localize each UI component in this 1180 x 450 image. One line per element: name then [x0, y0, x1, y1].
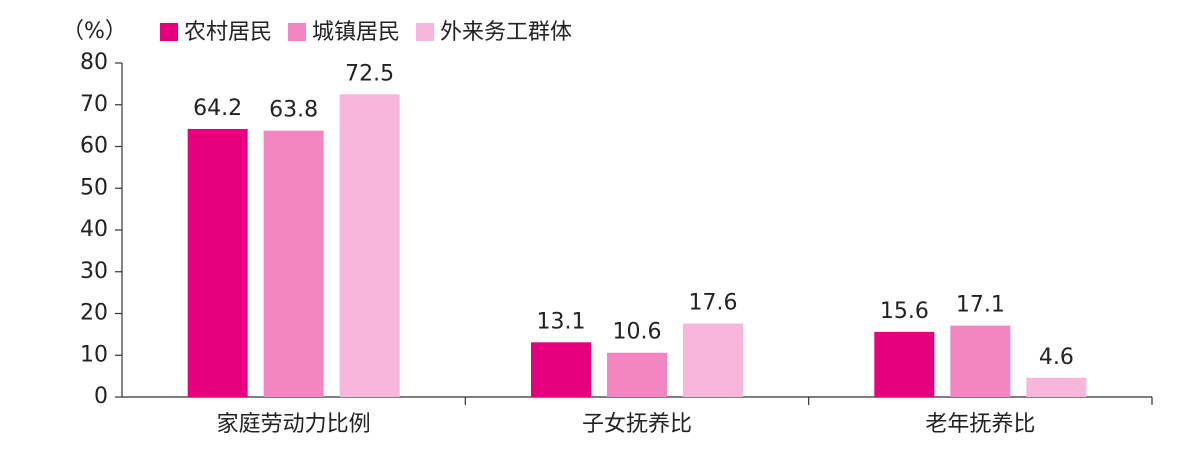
y-tick-label: 30 — [80, 259, 108, 284]
value-label: 4.6 — [1039, 345, 1074, 370]
bar — [339, 94, 400, 397]
bar — [263, 130, 324, 397]
legend-swatch — [416, 23, 435, 41]
legend-label: 农村居民 — [184, 20, 272, 45]
y-tick-label: 20 — [80, 301, 108, 326]
y-tick-label: 60 — [80, 134, 108, 159]
legend-label: 外来务工群体 — [440, 20, 572, 45]
y-axis-label: （%） — [62, 19, 127, 44]
y-tick-label: 0 — [94, 384, 108, 409]
x-tick-label: 老年抚养比 — [925, 412, 1035, 437]
bar — [874, 331, 935, 397]
bar — [607, 352, 667, 397]
legend-swatch — [288, 23, 307, 41]
value-label: 17.1 — [956, 293, 1005, 318]
value-label: 13.1 — [537, 309, 586, 334]
bar — [1026, 377, 1087, 397]
bar — [683, 323, 743, 397]
value-label: 15.6 — [880, 299, 929, 324]
x-tick-label: 家庭劳动力比例 — [217, 412, 371, 437]
bar — [950, 325, 1011, 397]
value-label: 17.6 — [689, 291, 738, 316]
y-tick-label: 10 — [80, 342, 108, 367]
y-tick-label: 40 — [80, 217, 108, 242]
y-tick-label: 80 — [80, 50, 108, 75]
value-label: 63.8 — [269, 98, 318, 123]
value-label: 10.6 — [613, 320, 662, 345]
y-tick-label: 70 — [80, 92, 108, 117]
legend-swatch — [160, 23, 178, 41]
bar — [531, 342, 591, 397]
y-tick-label: 50 — [80, 175, 108, 200]
value-label: 64.2 — [193, 96, 242, 121]
value-label: 72.5 — [345, 61, 394, 86]
bar — [187, 128, 248, 397]
legend-label: 城镇居民 — [312, 20, 400, 45]
x-tick-label: 子女抚养比 — [582, 412, 692, 437]
